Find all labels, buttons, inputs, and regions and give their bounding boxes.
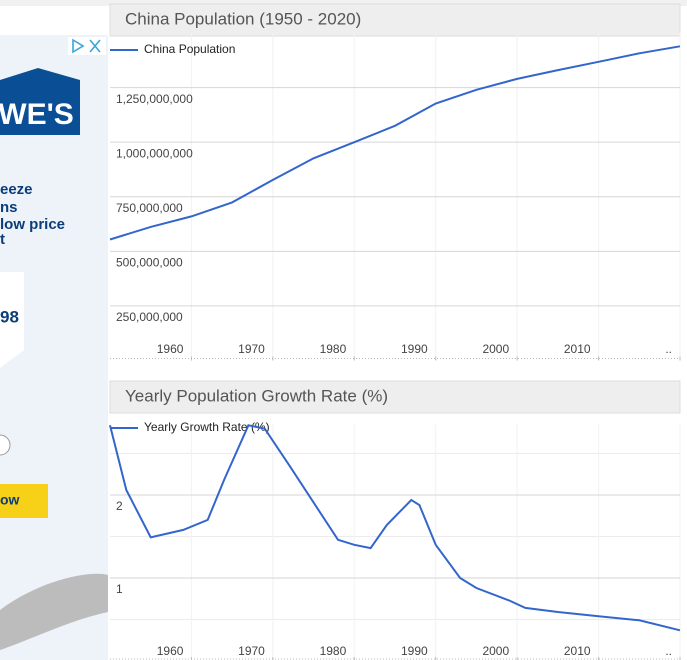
chart-title-box <box>109 3 681 37</box>
x-tick-label: 2000 <box>482 644 509 658</box>
x-tick-label: 1980 <box>320 644 347 658</box>
chart-title-box <box>109 380 681 414</box>
top-strip <box>0 0 687 6</box>
legend-label: China Population <box>144 42 235 56</box>
ad-dot <box>0 434 11 456</box>
ad-text: eeze <box>0 181 33 198</box>
y-tick-label: 500,000,000 <box>116 256 183 270</box>
ad-choices[interactable] <box>68 37 106 55</box>
y-tick-label: 250,000,000 <box>116 310 183 324</box>
data-line <box>109 45 681 241</box>
ad-text: low price <box>0 216 65 233</box>
x-tick-label: 1960 <box>157 644 184 658</box>
y-tick-label: 750,000,000 <box>116 201 183 215</box>
x-tick-label: 1960 <box>157 342 184 356</box>
y-tick-label: 1,000,000,000 <box>116 146 193 160</box>
ad-logo-bg <box>0 68 80 135</box>
ad-text: t <box>0 231 5 248</box>
x-tick-label: 2010 <box>564 644 591 658</box>
x-tick-label: .. <box>665 644 672 658</box>
ad-price-card <box>0 272 24 368</box>
x-tick-label: 1990 <box>401 342 428 356</box>
x-tick-label: 1990 <box>401 644 428 658</box>
ad-price: 98 <box>0 307 19 326</box>
ad-logo: WE'S <box>0 98 74 131</box>
x-tick-label: .. <box>665 342 672 356</box>
x-tick-label: 1970 <box>238 644 265 658</box>
ad-button-label[interactable]: ow <box>0 492 20 508</box>
y-tick-label: 1 <box>116 582 123 596</box>
x-tick-label: 1980 <box>320 342 347 356</box>
chart-title: China Population (1950 - 2020) <box>125 9 361 28</box>
y-tick-label: 1,250,000,000 <box>116 92 193 106</box>
y-tick-label: 2 <box>116 499 123 513</box>
ad-choices-icon <box>72 38 85 54</box>
ad-image <box>0 573 108 650</box>
ad-button[interactable] <box>0 484 48 518</box>
legend-label: Yearly Growth Rate (%) <box>144 420 270 434</box>
data-line <box>109 424 681 632</box>
charts: China Population (1950 - 2020) 250,000,00… <box>109 3 681 660</box>
x-tick-label: 2000 <box>482 342 509 356</box>
ad-close-icon[interactable] <box>89 39 101 53</box>
ad-text: ns <box>0 199 18 216</box>
x-tick-label: 1970 <box>238 342 265 356</box>
x-tick-label: 2010 <box>564 342 591 356</box>
ad-panel[interactable]: WE'S eeze ns low price t 98 ow <box>0 35 108 660</box>
chart-title: Yearly Population Growth Rate (%) <box>125 386 388 405</box>
